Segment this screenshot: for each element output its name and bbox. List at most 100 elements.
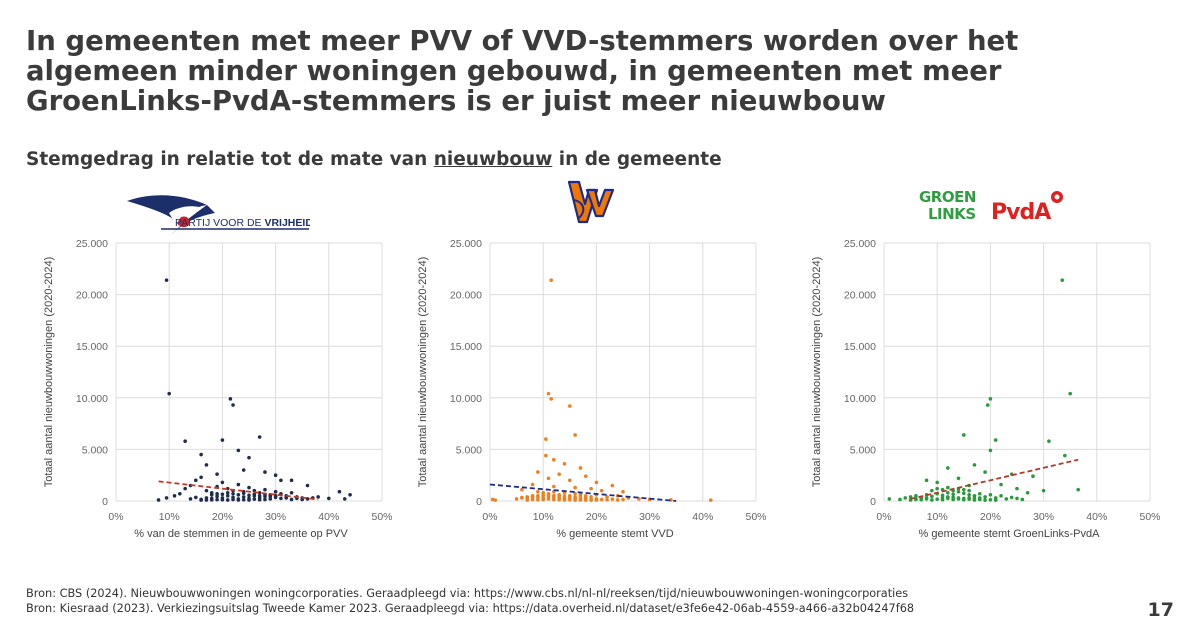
data-point <box>273 489 278 494</box>
glpvda-logo-groen: GROEN <box>919 188 976 206</box>
chart-pvv: 0% 10% 20% 30% 40% 50% 0 5.000 10.000 15.000 20.00… <box>40 235 420 555</box>
data-point <box>993 438 998 442</box>
data-point <box>999 482 1003 487</box>
data-point <box>541 497 545 502</box>
data-point <box>268 494 273 499</box>
data-point <box>215 472 219 476</box>
data-point <box>562 462 567 466</box>
data-point <box>546 497 551 501</box>
data-point <box>316 495 320 499</box>
data-point <box>946 495 950 499</box>
data-point <box>951 492 955 497</box>
data-point <box>962 491 966 496</box>
data-point <box>610 483 615 488</box>
data-point <box>188 497 193 501</box>
data-point <box>589 498 593 502</box>
data-point <box>568 495 572 499</box>
scatter-chart-pvv: 0% 10% 20% 30% 40% 50% 0 5.000 10.000 15.000 20.00… <box>43 238 393 540</box>
y-tick-label: 0 <box>102 496 108 508</box>
data-point <box>956 489 961 494</box>
vvd-logo <box>565 180 617 226</box>
data-point <box>935 497 939 501</box>
data-point <box>1060 278 1065 282</box>
data-point <box>215 491 219 496</box>
chart-vvd: 0% 10% 20% 30% 40% 50% 0 5.000 10.000 15.000 20.00… <box>414 235 794 555</box>
data-point <box>940 493 945 498</box>
data-point <box>241 491 246 496</box>
data-point <box>930 488 934 493</box>
data-point <box>348 493 352 497</box>
data-point <box>898 497 902 502</box>
x-tick-label: 50% <box>371 511 392 523</box>
pvv-dove-icon: PARTIJ VOOR DE VRIJHEID <box>127 195 313 235</box>
data-point <box>1015 496 1019 501</box>
data-point <box>573 495 577 499</box>
y-tick-label: 20.000 <box>844 290 876 302</box>
data-point <box>164 496 169 500</box>
data-point <box>930 494 934 499</box>
data-point <box>337 489 342 494</box>
data-point <box>940 496 945 500</box>
data-point <box>536 489 540 494</box>
data-point <box>552 493 556 498</box>
data-point <box>549 278 553 282</box>
data-point <box>610 497 615 501</box>
y-axis-label: Totaal aantal nieuwbouwwoningen (2020-20… <box>811 257 823 488</box>
data-point <box>578 495 583 500</box>
data-point <box>972 496 977 501</box>
pvv-logo: PARTIJ VOOR DE VRIJHEID <box>125 193 313 239</box>
data-point <box>178 491 182 496</box>
data-point <box>972 463 977 467</box>
data-point <box>241 495 246 499</box>
data-point <box>199 498 203 502</box>
x-tick-label: 10% <box>159 511 180 523</box>
source-line-cbs: Bron: CBS (2024). Nieuwbouwwoningen woni… <box>26 587 909 600</box>
data-point <box>220 497 225 502</box>
data-point <box>225 498 230 502</box>
subtitle-before: Stemgedrag in relatie tot de mate van <box>26 149 434 170</box>
glpvda-logo-icon: GROEN LINKS PvdA <box>919 188 1063 225</box>
data-point <box>263 470 267 474</box>
data-point <box>305 483 310 488</box>
y-tick-label: 5.000 <box>82 444 108 456</box>
data-point <box>194 495 198 500</box>
x-tick-label: 40% <box>1086 511 1107 523</box>
data-point <box>279 478 283 483</box>
subtitle-underlined: nieuwbouw <box>433 149 553 170</box>
x-tick-label: 40% <box>318 511 339 523</box>
x-axis-label: % gemeente stemt VVD <box>556 528 673 540</box>
data-point <box>236 448 241 453</box>
data-point <box>279 496 283 501</box>
data-point <box>935 486 939 491</box>
data-point <box>988 448 993 453</box>
data-point <box>552 497 556 502</box>
data-point <box>946 490 950 495</box>
data-point <box>236 482 241 487</box>
y-axis-label: Totaal aantal nieuwbouwwoningen (2020-20… <box>43 257 55 488</box>
data-point <box>236 493 241 497</box>
x-tick-label: 40% <box>692 511 713 523</box>
x-tick-label: 30% <box>1033 511 1054 523</box>
source-line-kiesraad: Bron: Kiesraad (2023). Verkiezingsuitsla… <box>26 602 915 615</box>
data-point <box>225 490 230 495</box>
data-point <box>220 438 225 442</box>
page-number: 17 <box>1147 599 1174 621</box>
data-point <box>241 497 246 502</box>
data-point <box>209 498 214 502</box>
data-point <box>252 497 257 501</box>
data-point <box>708 498 713 502</box>
data-point <box>167 391 171 396</box>
data-point <box>209 493 214 497</box>
data-point <box>546 476 551 481</box>
data-point <box>946 485 950 490</box>
data-point <box>599 488 604 493</box>
data-point <box>1025 490 1030 495</box>
data-point <box>215 494 219 499</box>
pvv-logo-text: PARTIJ VOOR DE VRIJHEID <box>175 217 310 229</box>
data-point <box>220 480 225 485</box>
data-point <box>241 468 246 472</box>
data-point <box>546 391 551 396</box>
data-point <box>924 496 929 500</box>
data-point <box>962 433 966 437</box>
data-point <box>594 480 599 485</box>
